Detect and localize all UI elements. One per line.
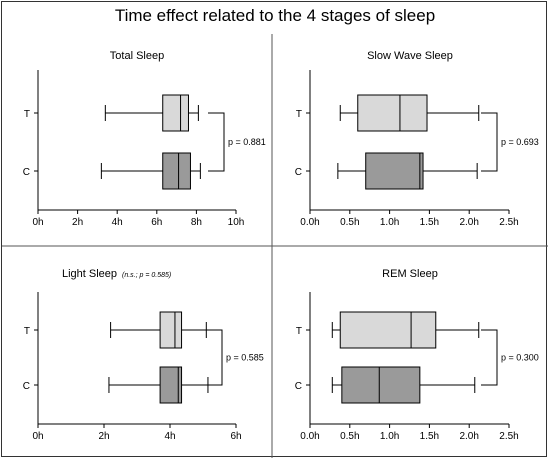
slow-wave-sleep-x-tick-label: 1.5h [420,217,439,228]
rem-sleep-category-label: T [296,326,302,337]
total-sleep-x-tick-label: 2h [72,217,83,228]
slow-wave-sleep-bracket [481,112,498,172]
slow-wave-sleep-x-tick-label: 2.5h [499,217,518,228]
light-sleep-x-tick-label: 0h [32,431,43,442]
light-sleep-p-value: p = 0.585 [226,353,264,363]
rem-sleep-category-label: C [295,381,302,392]
rem-sleep-t-box [339,311,437,349]
rem-sleep-x-tick-label: 1.5h [420,431,439,442]
rem-sleep-c-box [341,366,421,404]
slow-wave-sleep-c-box [365,152,424,190]
rem-sleep-x-tick-label: 0.0h [300,431,319,442]
total-sleep-x-tick-label: 8h [191,217,202,228]
total-sleep-category-label: T [24,109,30,120]
total-sleep-x-tick-label: 0h [32,217,43,228]
light-sleep-note: (n.s.; p = 0.585) [122,272,171,279]
rem-sleep-x-tick-label: 2.0h [459,431,478,442]
rem-sleep-x-tick-label: 0.5h [340,431,359,442]
slow-wave-sleep-title: Slow Wave Sleep [367,50,453,62]
light-sleep-c-box [159,366,183,404]
light-sleep-x-tick-label: 4h [164,431,175,442]
slow-wave-sleep-x-tick-label: 0.5h [340,217,359,228]
rem-sleep-x-tick-label: 1.0h [380,431,399,442]
figure-title: Time effect related to the 4 stages of s… [114,6,436,25]
light-sleep-t-box [159,311,183,349]
slow-wave-sleep-category-label: C [295,167,302,178]
total-sleep-t-box [162,94,189,132]
total-sleep-c-box [162,152,191,190]
light-sleep-category-label: T [24,326,30,337]
rem-sleep-title: REM Sleep [382,268,438,280]
light-sleep-title: Light Sleep [62,268,117,280]
total-sleep-p-value: p = 0.881 [228,137,266,147]
slow-wave-sleep-x-tick-label: 1.0h [380,217,399,228]
rem-sleep-x-tick-label: 2.5h [499,431,518,442]
total-sleep-x-tick-label: 10h [228,217,245,228]
total-sleep-title: Total Sleep [110,50,164,62]
slow-wave-sleep-x-tick-label: 0.0h [300,217,319,228]
light-sleep-x-tick-label: 6h [230,431,241,442]
total-sleep-category-label: C [23,167,30,178]
light-sleep-x-tick-label: 2h [98,431,109,442]
total-sleep-bracket [208,112,225,172]
slow-wave-sleep-category-label: T [296,109,302,120]
rem-sleep-p-value: p = 0.300 [501,353,539,363]
light-sleep-bracket [206,329,223,386]
total-sleep-x-tick-label: 6h [151,217,162,228]
total-sleep-x-tick-label: 4h [112,217,123,228]
rem-sleep-bracket [481,329,498,386]
slow-wave-sleep-p-value: p = 0.693 [501,137,539,147]
slow-wave-sleep-t-box [357,94,428,132]
light-sleep-category-label: C [23,381,30,392]
slow-wave-sleep-x-tick-label: 2.0h [459,217,478,228]
